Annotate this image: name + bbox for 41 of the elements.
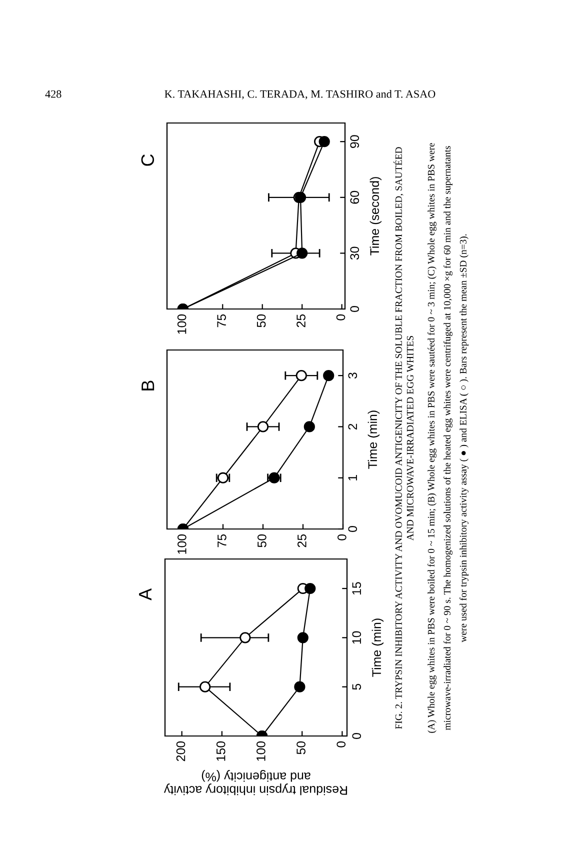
y-tick-label: 1 (348, 474, 357, 480)
x-tick-label: 200 (176, 741, 186, 762)
text: microwave-irradiated for 0 ~ 90 s. The homogenized solutions of the heated egg whites were centrifuged at 10,000 ×g for 60 min and the supernatants (444, 146, 452, 730)
x-tick-label: 75 (217, 314, 226, 328)
y-tick-label: 0 (348, 526, 358, 532)
x-tick-label: 25 (298, 534, 306, 548)
text: C (141, 154, 154, 166)
y-axis-title: Time (min) (372, 618, 384, 677)
y-axis-title: Time (min) (368, 410, 380, 469)
x-tick-label: 25 (296, 314, 306, 328)
text: B (142, 380, 154, 390)
x-tick-label: 50 (258, 534, 266, 548)
x-tick-label: 100 (256, 741, 266, 761)
y-tick-label: 15 (352, 582, 362, 594)
y-tick-label: 5 (352, 684, 362, 690)
y-tick-label: 2 (348, 424, 357, 430)
text: 428 (45, 90, 62, 98)
y-tick-label: 0 (350, 306, 360, 312)
y-tick-label: 60 (350, 190, 360, 204)
y-tick-label: 10 (352, 631, 362, 644)
y-tick-label: 90 (350, 135, 360, 148)
text: were used for trypsin inhibitory activity assay ( ● ) and ELISA ( ○ ). Bars represent the mean ±SD (n=3). (460, 234, 468, 642)
x-axis-title: Residual trypsin inhibitory activity and antigenicity (%) (164, 770, 348, 796)
x-tick-label: 100 (178, 534, 186, 554)
caption: FIG. 2. TRYPSIN INHIBITORY ACTIVITY AND OVOMUCOID ANTIGENICITY OF THE SOLUBLE FRACTION FROM BOILED, SAUTÉED (394, 147, 404, 729)
text: AND MICROWAVE-IRRADIATED EGG WHITES (406, 336, 414, 540)
x-tick-label: 0 (338, 534, 346, 540)
x-tick-label: 0 (336, 741, 346, 748)
text: K. TAKAHASHI, C. TERADA, M. TASHIRO and T. ASAO (164, 90, 436, 100)
y-axis-title: Time (second) (370, 177, 382, 256)
x-tick-label: 75 (218, 534, 226, 548)
text: A (139, 588, 152, 600)
y-tick-label: 0 (352, 733, 362, 739)
x-tick-label: 0 (336, 314, 346, 320)
y-tick-label: 30 (350, 246, 360, 260)
text: (A) Whole egg whites in PBS were boiled for 0 ~ 15 min; (B) Whole egg whites in PBS were sautéed for 0 ~ 3 min; (C) Whole egg whites in PBS were (428, 143, 436, 733)
x-tick-label: 50 (256, 314, 266, 328)
y-tick-label: 3 (348, 372, 358, 379)
x-tick-label: 150 (216, 741, 226, 761)
x-tick-label: 50 (296, 741, 306, 754)
x-tick-label: 100 (177, 314, 186, 334)
